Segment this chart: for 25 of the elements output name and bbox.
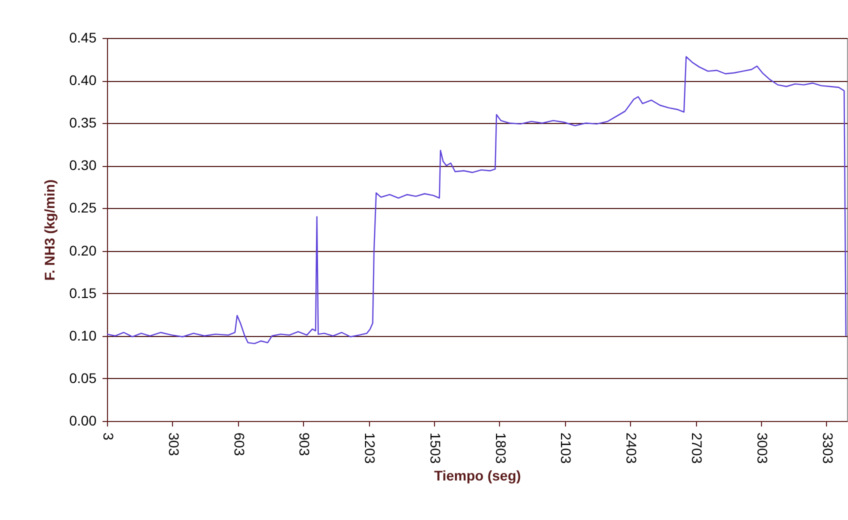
x-axis-title: Tiempo (seg) <box>434 468 521 484</box>
y-tick-label: 0.45 <box>69 30 97 46</box>
x-tick-label: 3003 <box>754 432 770 464</box>
x-tick-label: 3303 <box>820 432 836 464</box>
x-tick-label: 2703 <box>689 432 706 464</box>
y-tick-label: 0.20 <box>69 242 97 258</box>
y-tick-label: 0.25 <box>69 200 97 216</box>
y-tick-label: 0.35 <box>69 114 97 131</box>
y-tick-label: 0.15 <box>69 284 97 301</box>
x-tick-label: 1203 <box>362 432 378 464</box>
y-tick-label: 0.10 <box>69 327 97 344</box>
y-tick-label: 0.00 <box>69 412 97 428</box>
x-tick-label: 603 <box>231 432 248 456</box>
x-tick-label: 3 <box>100 432 116 440</box>
y-tick-label: 0.40 <box>69 72 97 88</box>
x-tick-label: 903 <box>296 432 313 456</box>
y-axis-title: F. NH3 (kg/min) <box>41 179 58 281</box>
line-series <box>106 56 847 344</box>
x-tick-label: 1803 <box>492 432 509 464</box>
x-tick-label: 2103 <box>558 432 574 464</box>
x-tick-label: 303 <box>166 432 182 456</box>
y-tick-label: 0.05 <box>69 370 97 386</box>
x-tick-label: 1503 <box>427 432 444 464</box>
x-tick-label: 2403 <box>624 432 640 464</box>
y-tick-label: 0.30 <box>69 157 97 174</box>
